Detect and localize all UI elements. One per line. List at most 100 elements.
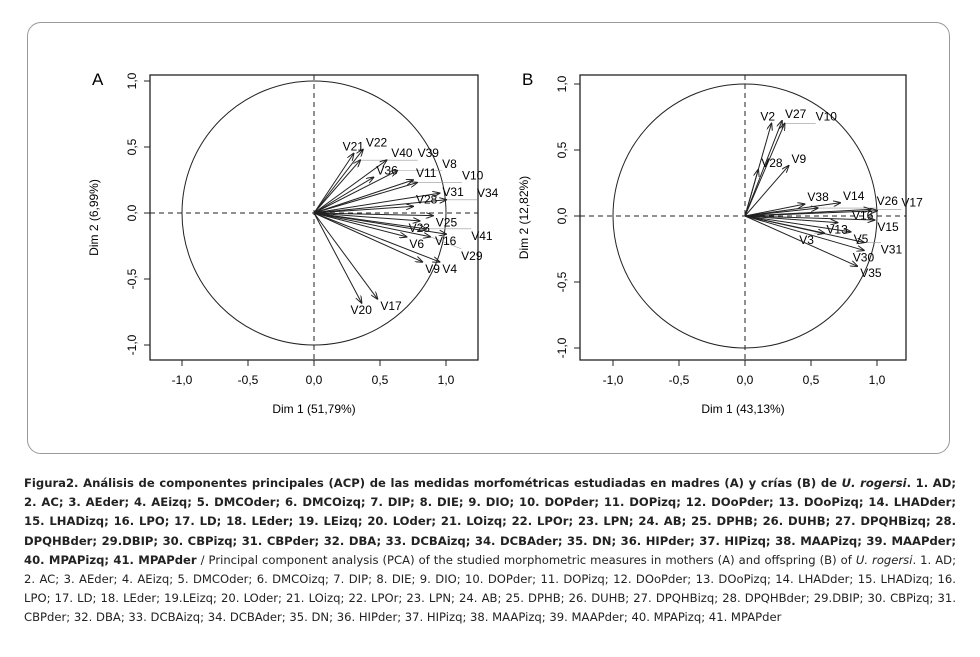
- y-tick-label: -1,0: [555, 337, 569, 358]
- pca-figure: A -1,0 -0,5 0,0 0,5 1,0 -1,0 -0,5 0,0 0,5 1,0 Dim 1…: [87, 70, 923, 416]
- y-tick-label: 0,5: [125, 138, 139, 155]
- variable-label: V4: [442, 262, 457, 276]
- variable-label: V10: [462, 169, 484, 183]
- loading-arrow: [313, 212, 377, 299]
- loading-arrow: [744, 170, 758, 217]
- variable-label: V16: [435, 234, 457, 248]
- loading-arrow: [313, 212, 406, 237]
- loading-arrow: [313, 180, 413, 214]
- loading-arrow: [744, 215, 864, 242]
- variable-label: V31: [442, 185, 464, 199]
- variable-label: V14: [843, 189, 865, 203]
- variable-label: V38: [807, 190, 829, 204]
- x-axis-label: Dim 1 (51,79%): [272, 402, 355, 416]
- x-tick-label: -0,5: [238, 373, 259, 387]
- label-leaders: [360, 159, 477, 250]
- variable-label: V40: [391, 146, 413, 160]
- loading-arrow: [313, 213, 433, 216]
- loading-arrow: [313, 212, 422, 262]
- y-tick-label: 0,0: [125, 204, 139, 221]
- y-tick-label: 1,0: [555, 75, 569, 92]
- loading-arrow: [744, 121, 782, 217]
- x-tick-label: 0,5: [803, 373, 820, 387]
- caption-en-species: U. rogersi: [855, 552, 913, 567]
- y-tick-label: 0,0: [555, 207, 569, 224]
- variable-label: V2: [760, 110, 775, 124]
- loading-arrow: [744, 204, 804, 217]
- loading-arrow: [744, 211, 877, 217]
- loading-arrow: [313, 160, 387, 214]
- variable-label: V31: [881, 242, 903, 256]
- loading-arrow: [313, 193, 439, 214]
- x-tick-label: 1,0: [869, 373, 886, 387]
- variable-label: V17: [380, 299, 402, 313]
- variable-label: V29: [461, 249, 483, 263]
- caption-es-species: U. rogersi: [841, 476, 907, 490]
- loading-arrow: [313, 206, 413, 214]
- loading-arrow: [744, 215, 837, 223]
- variable-label: V41: [471, 229, 493, 243]
- figure-caption: Figura2. Análisis de componentes princip…: [24, 474, 956, 628]
- plot-box: [579, 74, 907, 361]
- variable-label: V9: [792, 152, 807, 166]
- panel-b: B -1,0 -0,5 0,0 0,5 1,0 -1,0 -0,5 0,0 0,5 1,0 Dim 1…: [517, 70, 923, 416]
- loading-arrow: [313, 160, 360, 214]
- x-tick-label: 0,0: [306, 373, 323, 387]
- x-tick-label: -0,5: [669, 373, 690, 387]
- y-axis-label: Dim 2 (6,99%): [87, 179, 101, 256]
- loading-arrow: [744, 203, 840, 217]
- x-tick-label: 0,5: [372, 373, 389, 387]
- y-tick-label: -0,5: [125, 268, 139, 289]
- caption-es-legend: . 1. AD; 2. AC; 3. AEder; 4. AEizq; 5. D…: [24, 476, 957, 567]
- label-leader-line: [430, 236, 462, 250]
- loading-arrow: [744, 166, 789, 217]
- variable-label: V16: [852, 209, 874, 223]
- x-axis-label: Dim 1 (43,13%): [701, 402, 784, 416]
- variable-label: V39: [418, 146, 440, 160]
- variable-label: V9: [425, 262, 440, 276]
- variable-label: V8: [442, 157, 457, 171]
- variable-label: V10: [816, 110, 838, 124]
- panel-a: A -1,0 -0,5 0,0 0,5 1,0 -1,0 -0,5 0,0 0,5 1,0 Dim 1…: [87, 70, 499, 416]
- x-tick-label: -1,0: [172, 373, 193, 387]
- loading-arrow: [744, 215, 874, 220]
- x-tick-label: 0,0: [737, 373, 754, 387]
- loading-arrow: [313, 212, 439, 262]
- caption-en-legend: . 1. AD; 2. AC; 3. AEder; 4. AEizq; 5. D…: [24, 552, 956, 625]
- loading-arrow: [313, 200, 446, 214]
- caption-en-text: / Principal component analysis (PCA) of …: [196, 552, 856, 567]
- variable-label: V5: [854, 232, 869, 246]
- loading-arrow: [313, 212, 430, 237]
- y-tick-label: 1,0: [125, 72, 139, 89]
- figure-frame: [27, 22, 950, 454]
- variable-label: V17: [901, 195, 923, 209]
- plot-box: [149, 74, 479, 361]
- variable-label: V35: [860, 266, 882, 280]
- variable-label: V21: [343, 140, 365, 154]
- loading-arrow: [313, 212, 420, 221]
- y-axis-label: Dim 2 (12,82%): [517, 176, 531, 259]
- caption-es-text: Figura2. Análisis de componentes princip…: [24, 476, 842, 490]
- variable-label: V27: [785, 107, 807, 121]
- x-tick-label: 1,0: [438, 373, 455, 387]
- loading-arrow: [313, 171, 397, 214]
- caption-spanish: Figura2. Análisis de componentes princip…: [24, 476, 956, 567]
- loading-arrow: [744, 215, 857, 266]
- loading-arrow: [313, 212, 446, 234]
- loading-arrow: [313, 183, 417, 214]
- variable-label: V3: [799, 233, 814, 247]
- loading-arrow: [744, 215, 864, 250]
- variable-label: V26: [877, 194, 899, 208]
- loading-arrow: [313, 154, 354, 214]
- y-tick-label: -0,5: [555, 271, 569, 292]
- loading-arrow: [744, 124, 785, 217]
- loading-arrow: [313, 212, 362, 303]
- variable-label: V34: [477, 186, 499, 200]
- variable-label: V6: [409, 237, 424, 251]
- variable-label: V28: [761, 156, 783, 170]
- x-tick-label: -1,0: [603, 373, 624, 387]
- y-tick-label: -1,0: [125, 334, 139, 355]
- variable-label: V11: [416, 166, 437, 180]
- variable-label: V20: [351, 303, 373, 317]
- variable-label: V30: [853, 250, 875, 264]
